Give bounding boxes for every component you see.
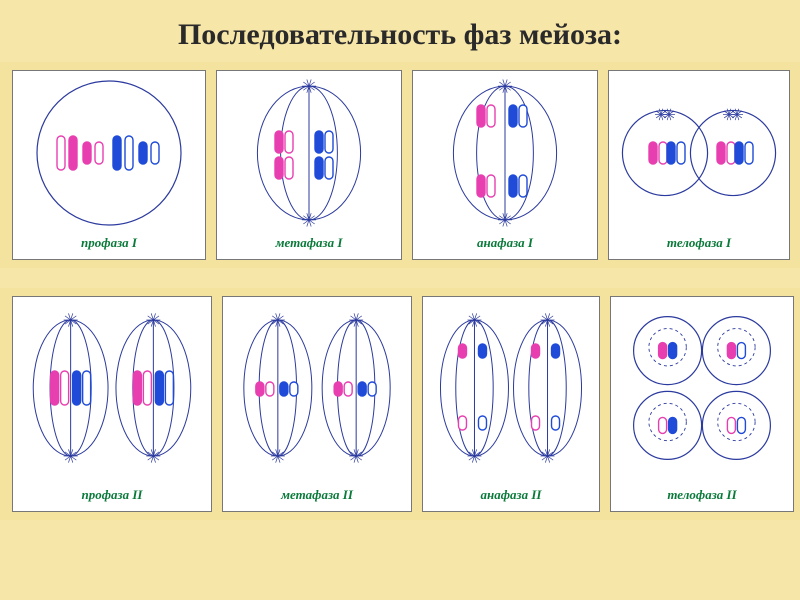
row-meiosis-2: профаза II метафаза II анафаза II телофаза …	[0, 288, 800, 520]
phase-diagram-prophase2	[18, 303, 206, 473]
phase-diagram-anaphase2	[428, 303, 594, 473]
phase-card-telophase2: телофаза II	[610, 296, 794, 512]
phase-caption-anaphase1: анафаза I	[477, 235, 533, 251]
phase-caption-prophase1: профаза I	[81, 235, 137, 251]
phase-caption-metaphase2: метафаза II	[281, 487, 353, 503]
row-meiosis-1: профаза I метафаза I анафаза I телофаза I	[0, 62, 800, 268]
phase-card-metaphase2: метафаза II	[222, 296, 412, 512]
phase-caption-metaphase1: метафаза I	[276, 235, 343, 251]
phase-caption-telophase1: телофаза I	[667, 235, 731, 251]
phase-card-anaphase1: анафаза I	[412, 70, 598, 260]
phase-diagram-telophase2	[616, 303, 788, 473]
phase-card-metaphase1: метафаза I	[216, 70, 402, 260]
phase-caption-telophase2: телофаза II	[667, 487, 736, 503]
phase-diagram-prophase1	[18, 77, 200, 229]
phase-card-prophase1: профаза I	[12, 70, 206, 260]
phase-card-telophase1: телофаза I	[608, 70, 790, 260]
phase-card-anaphase2: анафаза II	[422, 296, 600, 512]
phase-diagram-metaphase2	[228, 303, 406, 473]
phase-caption-prophase2: профаза II	[82, 487, 143, 503]
phase-diagram-anaphase1	[419, 77, 591, 229]
phase-diagram-telophase1	[614, 77, 784, 229]
phase-caption-anaphase2: анафаза II	[481, 487, 542, 503]
page: Последовательность фаз мейоза: профаза I…	[0, 0, 800, 600]
page-title: Последовательность фаз мейоза:	[0, 0, 800, 62]
phase-card-prophase2: профаза II	[12, 296, 212, 512]
phase-diagram-metaphase1	[223, 77, 395, 229]
